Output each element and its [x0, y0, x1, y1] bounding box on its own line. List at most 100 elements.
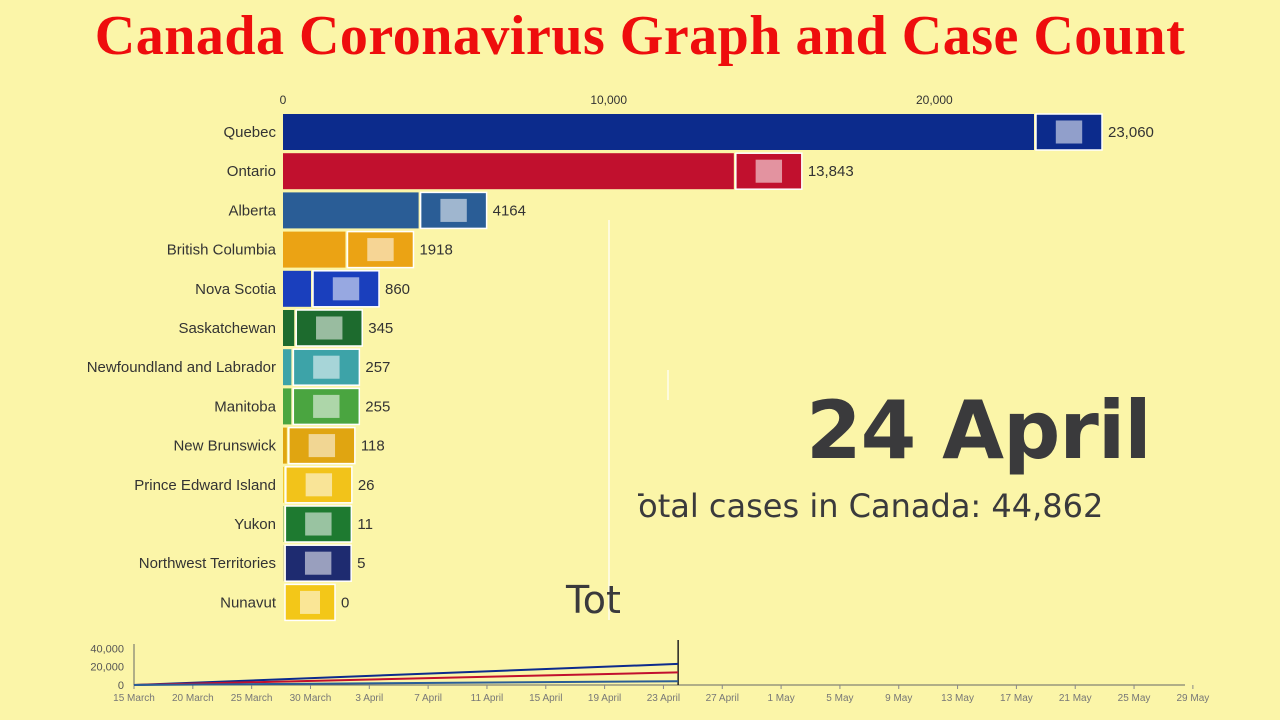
value-label: 0	[341, 594, 349, 611]
value-label: 23,060	[1108, 124, 1154, 141]
bar-row: Saskatchewan 345	[178, 309, 393, 347]
bar	[283, 349, 292, 386]
value-label: 1918	[419, 242, 452, 259]
x-tick-label: 25 May	[1118, 693, 1151, 704]
x-tick-label: 20,000	[916, 93, 953, 107]
faded-total-label: Tot	[566, 578, 621, 622]
x-tick-label: 1 May	[767, 693, 794, 704]
x-tick-label: 20 March	[172, 693, 214, 704]
x-tick-label: 7 April	[414, 693, 442, 704]
category-label: New Brunswick	[173, 438, 276, 455]
bar-row: Nunavut 0	[220, 583, 349, 622]
northwest-territories-flag-icon	[284, 544, 352, 582]
x-tick-label: 25 March	[231, 693, 273, 704]
x-tick-label: 19 April	[588, 693, 621, 704]
value-label: 11	[357, 516, 373, 533]
bar-row: Newfoundland and Labrador 257	[87, 348, 390, 386]
x-tick-label: 5 May	[826, 693, 853, 704]
current-date-label: 24 April	[806, 384, 1152, 477]
nova-scotia-flag-icon	[312, 270, 380, 308]
category-label: Quebec	[223, 124, 276, 141]
value-label: 118	[361, 438, 385, 455]
category-label: Alberta	[228, 202, 276, 219]
x-tick-label: 10,000	[590, 93, 627, 107]
bar	[283, 388, 292, 425]
bar	[283, 310, 295, 346]
bar-row: Nova Scotia 860	[195, 270, 410, 308]
timeline-axes: 0 20,000 40,000 15 March 20 March 25 March 30 …	[90, 640, 1209, 704]
bar-row: British Columbia 1918	[167, 230, 453, 269]
x-tick-label: 17 May	[1000, 693, 1033, 704]
bar-row: Alberta 4164	[228, 191, 526, 230]
newfoundland-and-labrador-flag-icon	[292, 348, 361, 386]
manitoba-flag-icon	[292, 387, 361, 426]
bar	[283, 427, 287, 464]
category-label: Yukon	[234, 516, 276, 533]
y-tick-label: 0	[118, 680, 124, 692]
series-line	[133, 662, 679, 686]
saskatchewan-flag-icon	[295, 309, 363, 347]
total-cases-label: Total cases in Canada: 44,862	[638, 487, 1104, 525]
category-label: Manitoba	[214, 398, 276, 415]
bar	[283, 114, 1034, 150]
value-label: 255	[365, 398, 390, 415]
category-label: Prince Edward Island	[134, 477, 276, 494]
bar-row: Quebec 23,060	[223, 113, 1154, 151]
value-label: 4164	[493, 202, 526, 219]
british-columbia-flag-icon	[346, 230, 415, 269]
bar-row: Manitoba 255	[214, 387, 390, 426]
value-label: 257	[365, 359, 390, 376]
value-label: 5	[357, 555, 365, 572]
category-label: Ontario	[227, 163, 276, 180]
x-tick-label: 3 April	[355, 693, 383, 704]
page-title: Canada Coronavirus Graph and Case Count	[94, 5, 1186, 67]
x-tick-label: 9 May	[885, 693, 912, 704]
x-tick-label: 11 April	[471, 693, 504, 704]
bar	[283, 192, 419, 229]
x-tick-label: 0	[280, 93, 287, 107]
category-label: Nunavut	[220, 594, 277, 611]
bar-row: Northwest Territories 5	[139, 544, 366, 582]
bar-chart-bars: Quebec 23,060 Ontario 13,843 Alberta 4164 Brit…	[87, 113, 1154, 622]
bar	[283, 466, 284, 503]
bar-row: New Brunswick 118	[173, 426, 385, 465]
bar	[283, 153, 734, 190]
y-tick-label: 20,000	[90, 662, 124, 674]
bar-chart-x-axis: 0 10,000 20,000	[280, 93, 953, 107]
category-label: British Columbia	[167, 242, 277, 259]
x-tick-label: 23 April	[647, 693, 680, 704]
nunavut-flag-icon	[284, 583, 336, 622]
bar	[283, 270, 312, 307]
bar-row: Ontario 13,843	[227, 152, 854, 190]
ontario-flag-icon	[735, 152, 803, 190]
category-label: Newfoundland and Labrador	[87, 359, 276, 376]
x-tick-label: 27 April	[706, 693, 739, 704]
series-line	[133, 671, 679, 686]
new-brunswick-flag-icon	[288, 426, 356, 465]
bar-row: Yukon 11	[234, 505, 373, 543]
x-tick-label: 13 May	[941, 693, 974, 704]
x-tick-label: 30 March	[290, 693, 332, 704]
category-label: Northwest Territories	[139, 555, 276, 572]
x-tick-label: 21 May	[1059, 693, 1092, 704]
prince-edward-island-flag-icon	[285, 466, 353, 504]
timeline-lines	[133, 662, 679, 686]
value-label: 860	[385, 281, 410, 298]
quebec-flag-icon	[1035, 113, 1103, 151]
x-tick-label: 29 May	[1176, 693, 1209, 704]
category-label: Saskatchewan	[178, 320, 276, 337]
y-tick-label: 40,000	[90, 643, 124, 655]
value-label: 13,843	[808, 163, 854, 180]
value-label: 345	[368, 320, 393, 337]
value-label: 26	[358, 477, 375, 494]
alberta-flag-icon	[419, 191, 488, 230]
x-tick-label: 15 April	[529, 693, 562, 704]
yukon-flag-icon	[284, 505, 353, 543]
x-tick-label: 15 March	[113, 693, 155, 704]
bar-row: Prince Edward Island 26	[134, 466, 375, 504]
category-label: Nova Scotia	[195, 281, 277, 298]
bar	[283, 231, 346, 268]
series-line	[133, 680, 679, 686]
